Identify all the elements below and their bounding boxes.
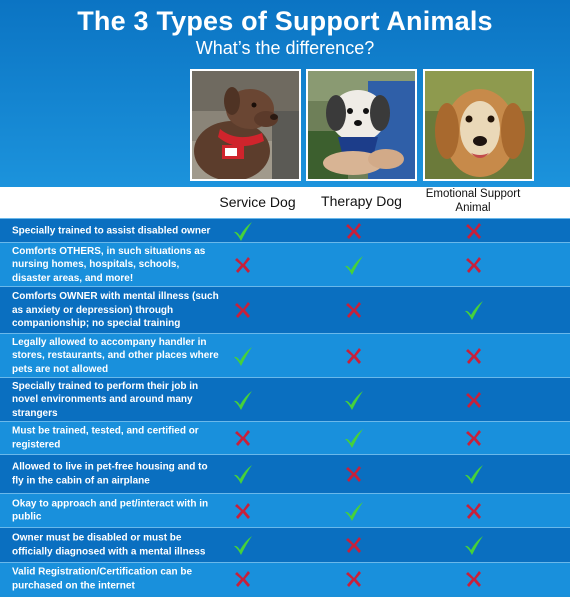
green-check-icon [343,389,365,411]
table-row: Allowed to live in pet-free housing and … [0,454,570,493]
row-label: Allowed to live in pet-free housing and … [12,461,208,487]
column-header-therapy-dog: Therapy Dog [321,193,402,209]
table-row: Comforts OTHERS, in such situations as n… [0,242,570,286]
red-x-icon [343,463,365,485]
red-x-icon [463,389,485,411]
red-x-icon [232,568,254,590]
green-check-icon [463,463,485,485]
row-label: Specially trained to assist disabled own… [12,224,211,236]
table-row: Legally allowed to accompany handler in … [0,333,570,377]
green-check-icon [463,534,485,556]
red-x-icon [232,427,254,449]
green-check-icon [232,389,254,411]
green-check-icon [343,254,365,276]
green-check-icon [232,345,254,367]
column-header-bar: Service Dog Therapy Dog Emotional Suppor… [0,187,570,218]
header: The 3 Types of Support Animals What’s th… [0,0,570,187]
red-x-icon [232,500,254,522]
emotional-support-animal-photo [423,69,534,181]
red-x-icon [232,254,254,276]
table-row: Specially trained to perform their job i… [0,377,570,421]
red-x-icon [343,345,365,367]
row-label: Comforts OTHERS, in such situations as n… [12,245,206,284]
table-row: Comforts OWNER with mental illness (such… [0,286,570,333]
table-row: Owner must be disabled or must be offici… [0,527,570,562]
column-header-service-dog: Service Dog [219,194,296,210]
green-check-icon [343,500,365,522]
column-header-emotional-support-animal: Emotional Support Animal [425,188,521,214]
green-check-icon [232,220,254,242]
red-x-icon [463,568,485,590]
page-subtitle: What’s the difference? [195,38,375,58]
row-label: Comforts OWNER with mental illness (such… [12,290,219,329]
red-x-icon [463,220,485,242]
page-title: The 3 Types of Support Animals [77,6,493,36]
row-label: Okay to approach and pet/interact with i… [12,498,209,523]
table-row: Valid Registration/Certification can be … [0,562,570,595]
therapy-dog-photo [306,69,417,181]
red-x-icon [343,534,365,556]
table-row: Okay to approach and pet/interact with i… [0,493,570,527]
red-x-icon [343,568,365,590]
row-label: Valid Registration/Certification can be … [12,566,193,592]
row-label: Specially trained to perform their job i… [12,380,199,419]
red-x-icon [463,345,485,367]
table-row: Specially trained to assist disabled own… [0,218,570,242]
red-x-icon [343,220,365,242]
red-x-icon [232,299,254,321]
green-check-icon [232,463,254,485]
green-check-icon [232,534,254,556]
row-label: Owner must be disabled or must be offici… [12,532,206,558]
red-x-icon [463,427,485,449]
service-dog-photo [190,69,301,181]
red-x-icon [343,299,365,321]
row-label: Must be trained, tested, and certified o… [12,425,199,451]
row-label: Legally allowed to accompany handler in … [12,336,219,375]
green-check-icon [463,299,485,321]
red-x-icon [463,254,485,276]
table-row: Must be trained, tested, and certified o… [0,421,570,454]
red-x-icon [463,500,485,522]
green-check-icon [343,427,365,449]
